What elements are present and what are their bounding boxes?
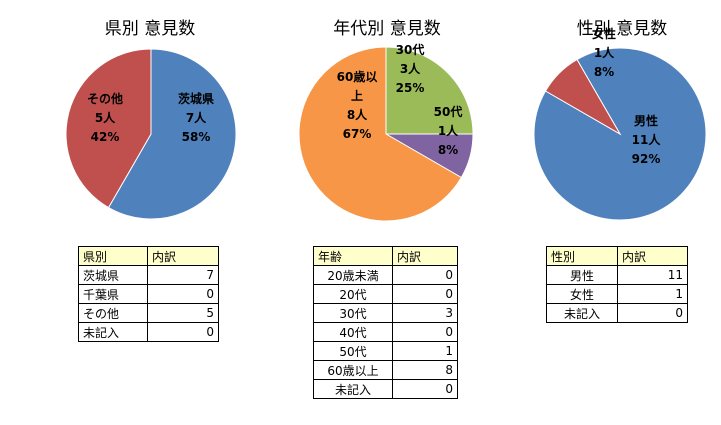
data-label: 60歳以上 8人 67% bbox=[337, 69, 378, 141]
pie-slice-60plus bbox=[298, 46, 463, 222]
table-row: 60歳以上 8 bbox=[313, 360, 458, 380]
table-prefecture: 県別 内訳 茨城県 7 千葉県 0 その他 5 未記入 0 bbox=[78, 246, 219, 342]
pie-slice-30s bbox=[385, 46, 474, 135]
table-gender: 性別 内訳 男性 11 女性 1 未記入 0 bbox=[546, 246, 688, 323]
table-cell: 3 bbox=[392, 303, 458, 323]
data-label: 女性 1人 8% bbox=[592, 26, 616, 79]
table-cell: 未記入 bbox=[546, 303, 618, 323]
table-cell: 40代 bbox=[313, 322, 393, 342]
data-label: 茨城県 7人 58% bbox=[178, 91, 214, 144]
table-cell: 0 bbox=[392, 322, 458, 342]
data-label: 男性 11人 92% bbox=[632, 113, 662, 166]
data-label: 30代 3人 25% bbox=[396, 42, 425, 95]
table-row: 40代 0 bbox=[313, 322, 458, 342]
chart-title-prefecture: 県別 意見数 bbox=[104, 19, 196, 39]
table-row: 未記入 0 bbox=[78, 322, 219, 342]
table-header: 内訳 bbox=[392, 246, 458, 266]
table-cell: 20代 bbox=[313, 284, 393, 304]
table-cell: 千葉県 bbox=[78, 284, 148, 304]
table-cell: 11 bbox=[617, 265, 688, 285]
table-row: 20代 0 bbox=[313, 284, 458, 304]
chart-title-age: 年代別 意見数 bbox=[333, 19, 441, 39]
data-label: その他 5人 42% bbox=[87, 91, 123, 144]
table-cell: 8 bbox=[392, 360, 458, 380]
table-cell: 5 bbox=[147, 303, 219, 323]
pie-slice-male bbox=[533, 47, 707, 221]
table-cell: 7 bbox=[147, 265, 219, 285]
table-cell: 1 bbox=[617, 284, 688, 304]
data-label: 50代 1人 8% bbox=[434, 104, 463, 157]
table-row: 50代 1 bbox=[313, 341, 458, 361]
table-age: 年齢 内訳 20歳未満 0 20代 0 30代 3 40代 0 50代 1 60歳以上 8 … bbox=[313, 246, 458, 399]
table-header: 年齢 bbox=[313, 246, 393, 266]
table-cell: 0 bbox=[147, 284, 219, 304]
table-header: 性別 bbox=[546, 246, 618, 266]
chart-title-gender: 性別 意見数 bbox=[576, 19, 668, 39]
table-cell: 未記入 bbox=[313, 379, 393, 399]
table-row: 女性 1 bbox=[546, 284, 688, 304]
table-row: 未記入 0 bbox=[313, 379, 458, 399]
table-cell: 30代 bbox=[313, 303, 393, 323]
table-cell: 0 bbox=[392, 265, 458, 285]
table-cell: 60歳以上 bbox=[313, 360, 393, 380]
table-header: 県別 bbox=[78, 246, 148, 266]
table-cell: 0 bbox=[617, 303, 688, 323]
table-cell: 1 bbox=[392, 341, 458, 361]
table-cell: 0 bbox=[392, 284, 458, 304]
table-cell: 50代 bbox=[313, 341, 393, 361]
table-cell: 0 bbox=[147, 322, 219, 342]
table-cell: 男性 bbox=[546, 265, 618, 285]
table-row: 20歳未満 0 bbox=[313, 265, 458, 285]
table-row: 未記入 0 bbox=[546, 303, 688, 323]
table-cell: 女性 bbox=[546, 284, 618, 304]
table-cell: 20歳未満 bbox=[313, 265, 393, 285]
table-row: 30代 3 bbox=[313, 303, 458, 323]
pie-slice-female bbox=[544, 58, 622, 136]
table-cell: 0 bbox=[392, 379, 458, 399]
table-row: その他 5 bbox=[78, 303, 219, 323]
table-cell: その他 bbox=[78, 303, 148, 323]
table-row: 男性 11 bbox=[546, 265, 688, 285]
table-row: 茨城県 7 bbox=[78, 265, 219, 285]
table-header: 内訳 bbox=[147, 246, 219, 266]
table-cell: 茨城県 bbox=[78, 265, 148, 285]
table-cell: 未記入 bbox=[78, 322, 148, 342]
table-header: 内訳 bbox=[617, 246, 688, 266]
pie-slice-ibaraki bbox=[107, 48, 237, 220]
pie-slice-other bbox=[65, 48, 152, 209]
table-row: 千葉県 0 bbox=[78, 284, 219, 304]
